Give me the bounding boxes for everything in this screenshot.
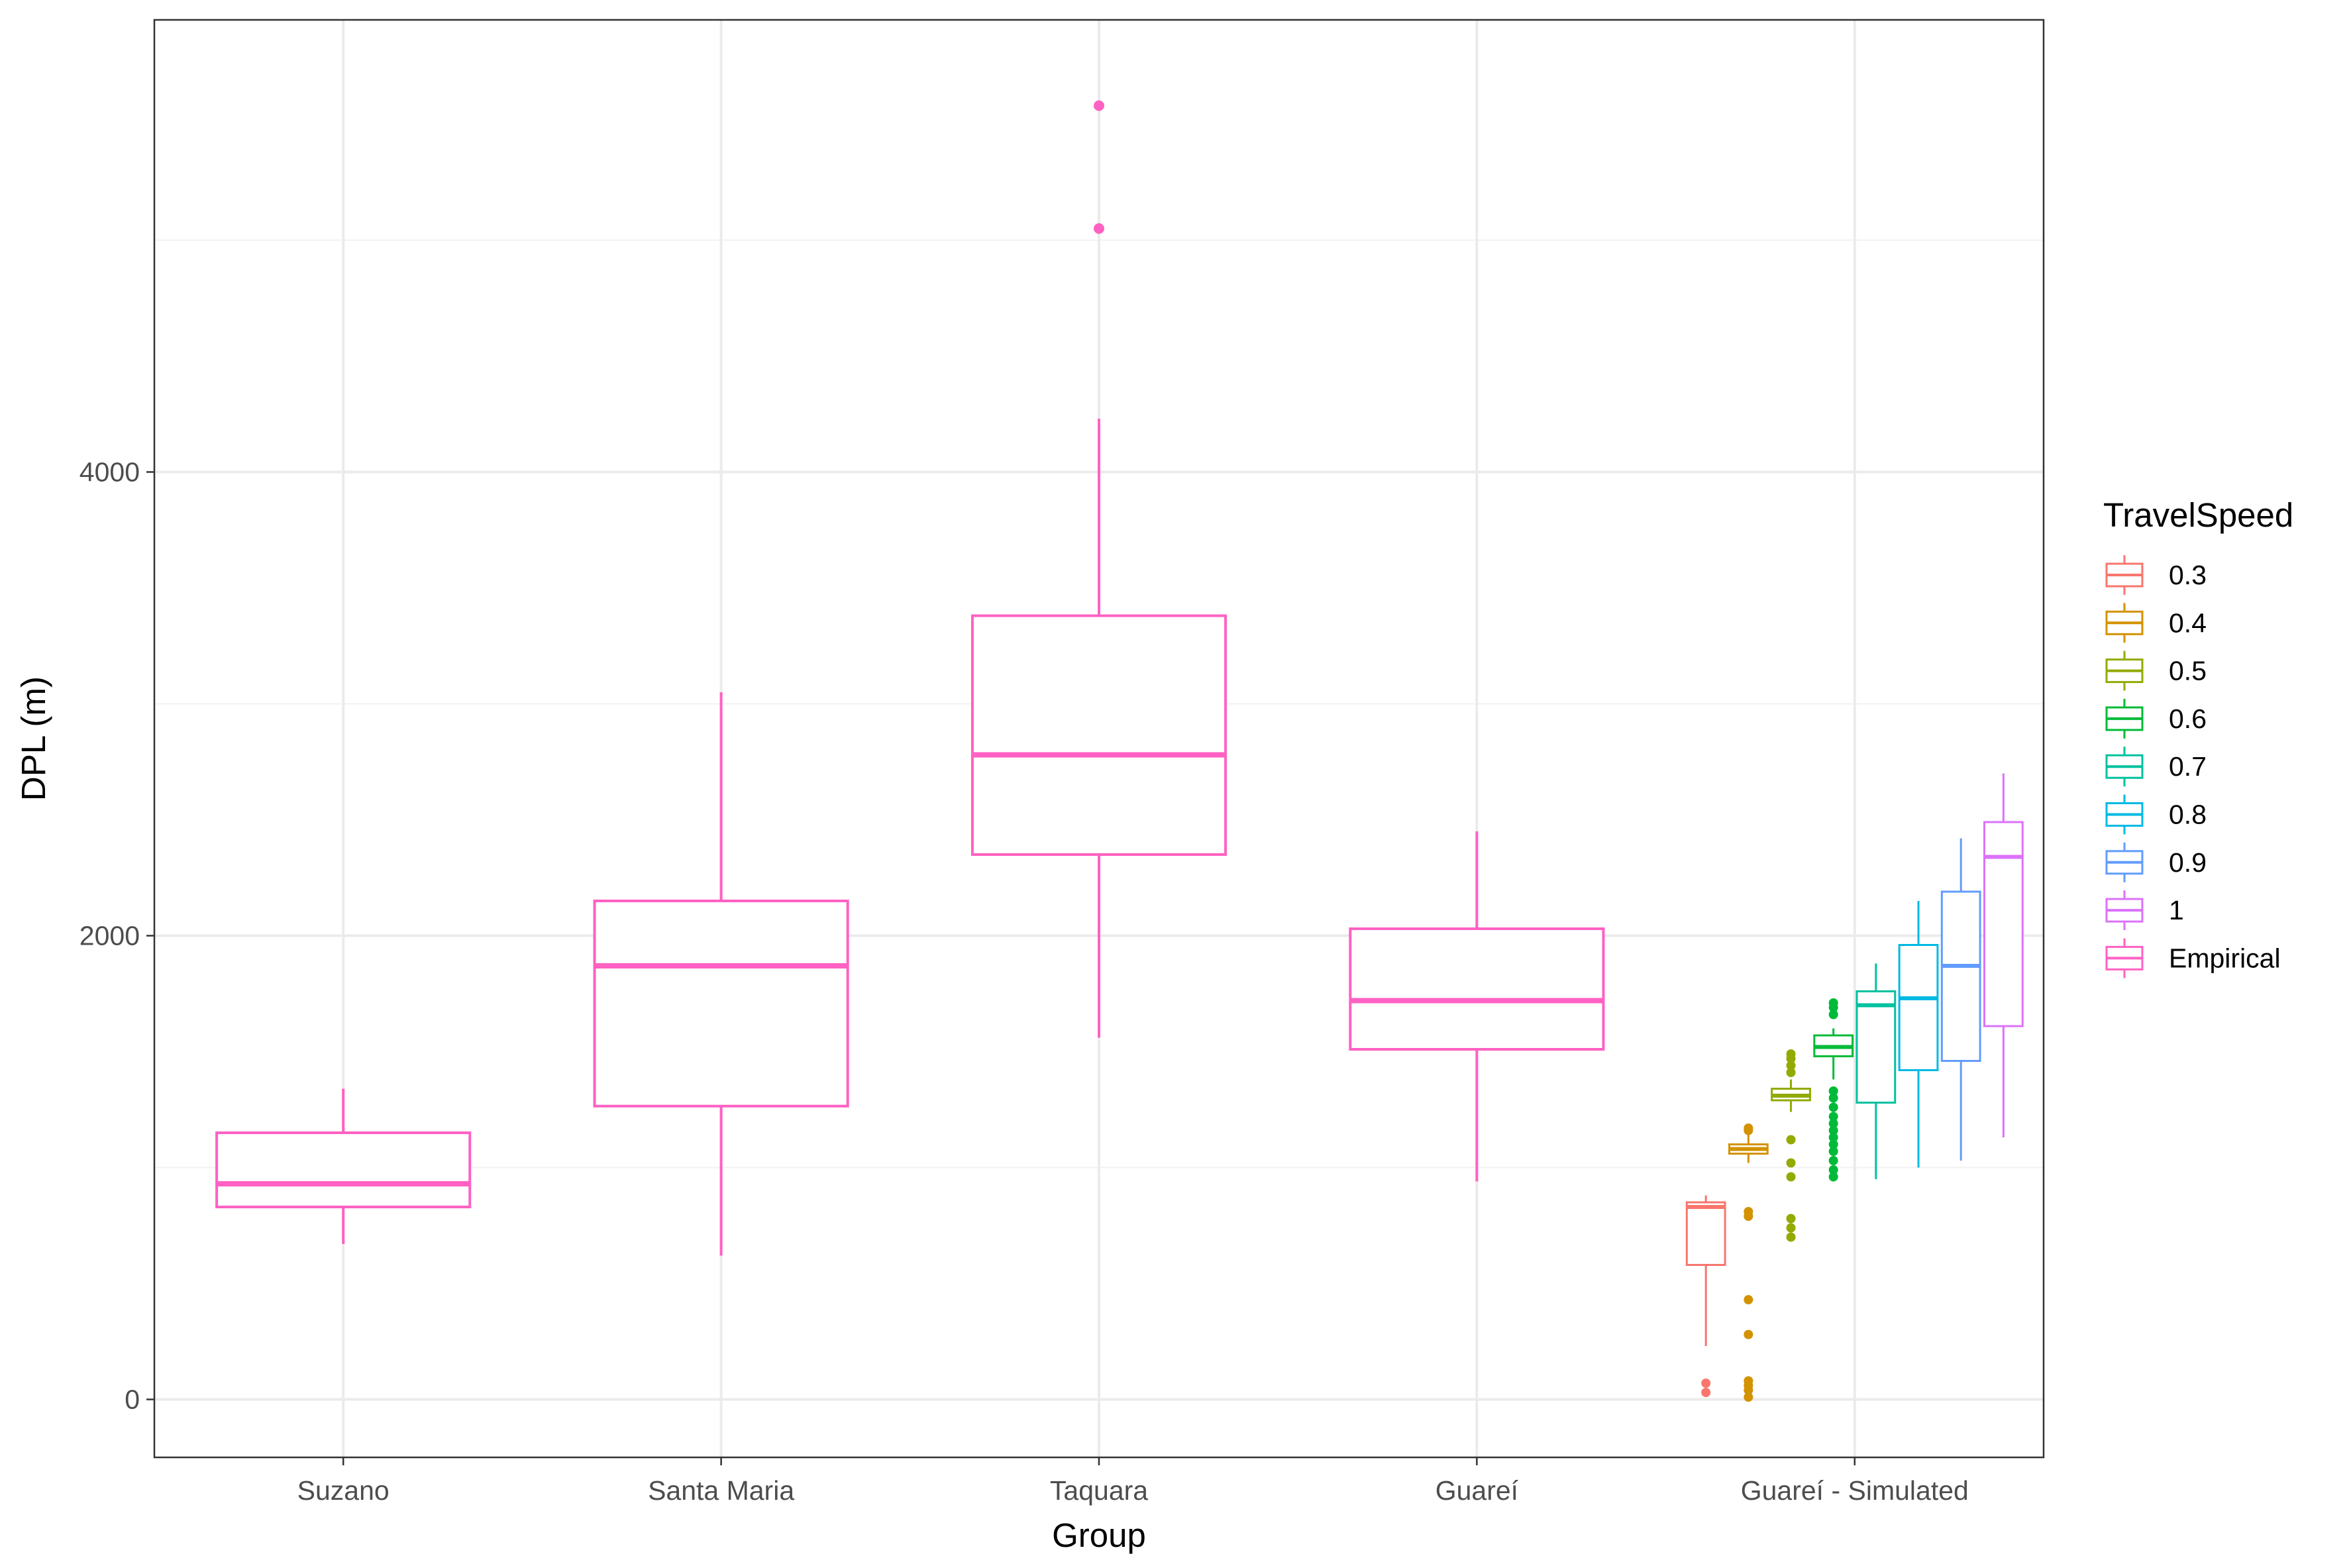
x-axis-title: Group bbox=[1052, 1516, 1146, 1554]
box-iqr bbox=[593, 900, 849, 1108]
legend-label: 0.3 bbox=[2169, 560, 2207, 590]
legend-label: 0.8 bbox=[2169, 800, 2207, 830]
outlier-point bbox=[1786, 1049, 1796, 1059]
outlier-point bbox=[1786, 1223, 1796, 1233]
boxplot-guare-simulated-0-7 bbox=[1855, 963, 1897, 1179]
legend-label: 0.7 bbox=[2169, 751, 2207, 782]
x-tick-label: Guareí bbox=[1435, 1475, 1519, 1506]
boxplot-guare-simulated-0-9 bbox=[1940, 838, 1981, 1161]
outlier-point bbox=[1786, 1172, 1796, 1182]
outlier-point bbox=[1828, 1086, 1838, 1096]
box-iqr bbox=[1349, 927, 1605, 1051]
legend-label: 0.4 bbox=[2169, 607, 2207, 638]
outlier-point bbox=[1828, 1172, 1838, 1182]
legend-label: Empirical bbox=[2169, 943, 2281, 973]
box-iqr bbox=[970, 614, 1227, 856]
boxplot-suzano-empirical bbox=[215, 1088, 472, 1244]
box-iqr bbox=[1983, 821, 2024, 1027]
legend-item-0-8: 0.8 bbox=[2105, 794, 2207, 835]
boxplot-santa-maria-empirical bbox=[593, 692, 849, 1256]
outlier-point bbox=[1828, 1102, 1838, 1112]
legend-item-0-7: 0.7 bbox=[2105, 747, 2207, 787]
boxplot-guare-simulated-0-3 bbox=[1685, 1195, 1726, 1397]
legend-item-0-6: 0.6 bbox=[2105, 698, 2207, 739]
box-iqr bbox=[1855, 990, 1897, 1104]
y-axis-title: DPL (m) bbox=[15, 676, 52, 801]
boxplot-guare-simulated-0-8 bbox=[1898, 901, 1939, 1168]
boxplot-guare-simulated-0-4 bbox=[1728, 1124, 1769, 1402]
legend-item-0-3: 0.3 bbox=[2105, 555, 2207, 595]
y-tick-label: 2000 bbox=[79, 921, 140, 951]
outlier-point bbox=[1828, 1112, 1838, 1122]
legend-title: TravelSpeed bbox=[2103, 496, 2293, 534]
outlier-point bbox=[1786, 1232, 1796, 1242]
outlier-point bbox=[1094, 100, 1104, 111]
outlier-point bbox=[1786, 1214, 1796, 1224]
outlier-point bbox=[1828, 1119, 1838, 1128]
box-iqr bbox=[1940, 890, 1981, 1062]
x-tick-label: Taquara bbox=[1050, 1475, 1148, 1506]
legend-item-0-5: 0.5 bbox=[2105, 651, 2207, 691]
y-tick-label: 0 bbox=[125, 1385, 140, 1415]
outlier-point bbox=[1744, 1124, 1753, 1133]
x-tick-label: Santa Maria bbox=[648, 1475, 794, 1506]
legend-item-0-4: 0.4 bbox=[2105, 603, 2207, 643]
legend-label: 0.6 bbox=[2169, 704, 2207, 734]
boxplot-taquara-empirical bbox=[970, 100, 1227, 1038]
outlier-point bbox=[1786, 1068, 1796, 1077]
outlier-point bbox=[1828, 1133, 1838, 1142]
boxplot-guare-simulated-1 bbox=[1983, 773, 2024, 1137]
outlier-point bbox=[1094, 223, 1104, 234]
y-tick-label: 4000 bbox=[79, 457, 140, 488]
outlier-point bbox=[1828, 1139, 1838, 1149]
outlier-point bbox=[1744, 1330, 1753, 1339]
outlier-point bbox=[1828, 1165, 1838, 1175]
outlier-point bbox=[1786, 1135, 1796, 1145]
legend-label: 0.9 bbox=[2169, 847, 2207, 878]
legend: TravelSpeed 0.3 0.4 0.5 0.6 0.7 0.8 0.9 1 Empiri… bbox=[2103, 496, 2293, 978]
outlier-point bbox=[1828, 1010, 1838, 1019]
legend-item-empirical: Empirical bbox=[2105, 938, 2281, 978]
outlier-point bbox=[1828, 1093, 1838, 1103]
outlier-point bbox=[1828, 998, 1838, 1008]
legend-label: 1 bbox=[2169, 895, 2184, 925]
box-iqr bbox=[1898, 944, 1939, 1071]
outlier-point bbox=[1744, 1376, 1753, 1386]
legend-item-0-9: 0.9 bbox=[2105, 842, 2207, 882]
outlier-point bbox=[1744, 1392, 1753, 1402]
boxplot-guare-simulated-0-5 bbox=[1771, 1049, 1811, 1242]
outlier-point bbox=[1786, 1158, 1796, 1168]
outlier-point bbox=[1701, 1388, 1711, 1397]
legend-label: 0.5 bbox=[2169, 656, 2207, 686]
outlier-point bbox=[1828, 1147, 1838, 1156]
boxplot-guare-simulated-0-6 bbox=[1813, 998, 1854, 1182]
legend-item-1: 1 bbox=[2105, 890, 2184, 931]
outlier-point bbox=[1701, 1379, 1711, 1388]
boxplot-guare--empirical bbox=[1349, 831, 1605, 1182]
box-iqr bbox=[1685, 1201, 1726, 1266]
x-tick-label: Guareí - Simulated bbox=[1741, 1475, 1969, 1506]
outlier-point bbox=[1828, 1125, 1838, 1135]
x-tick-label: Suzano bbox=[297, 1475, 390, 1506]
outlier-point bbox=[1828, 1156, 1838, 1165]
outlier-point bbox=[1744, 1207, 1753, 1216]
box-iqr bbox=[215, 1131, 472, 1208]
outlier-point bbox=[1744, 1295, 1753, 1304]
outlier-point bbox=[1786, 1061, 1796, 1071]
